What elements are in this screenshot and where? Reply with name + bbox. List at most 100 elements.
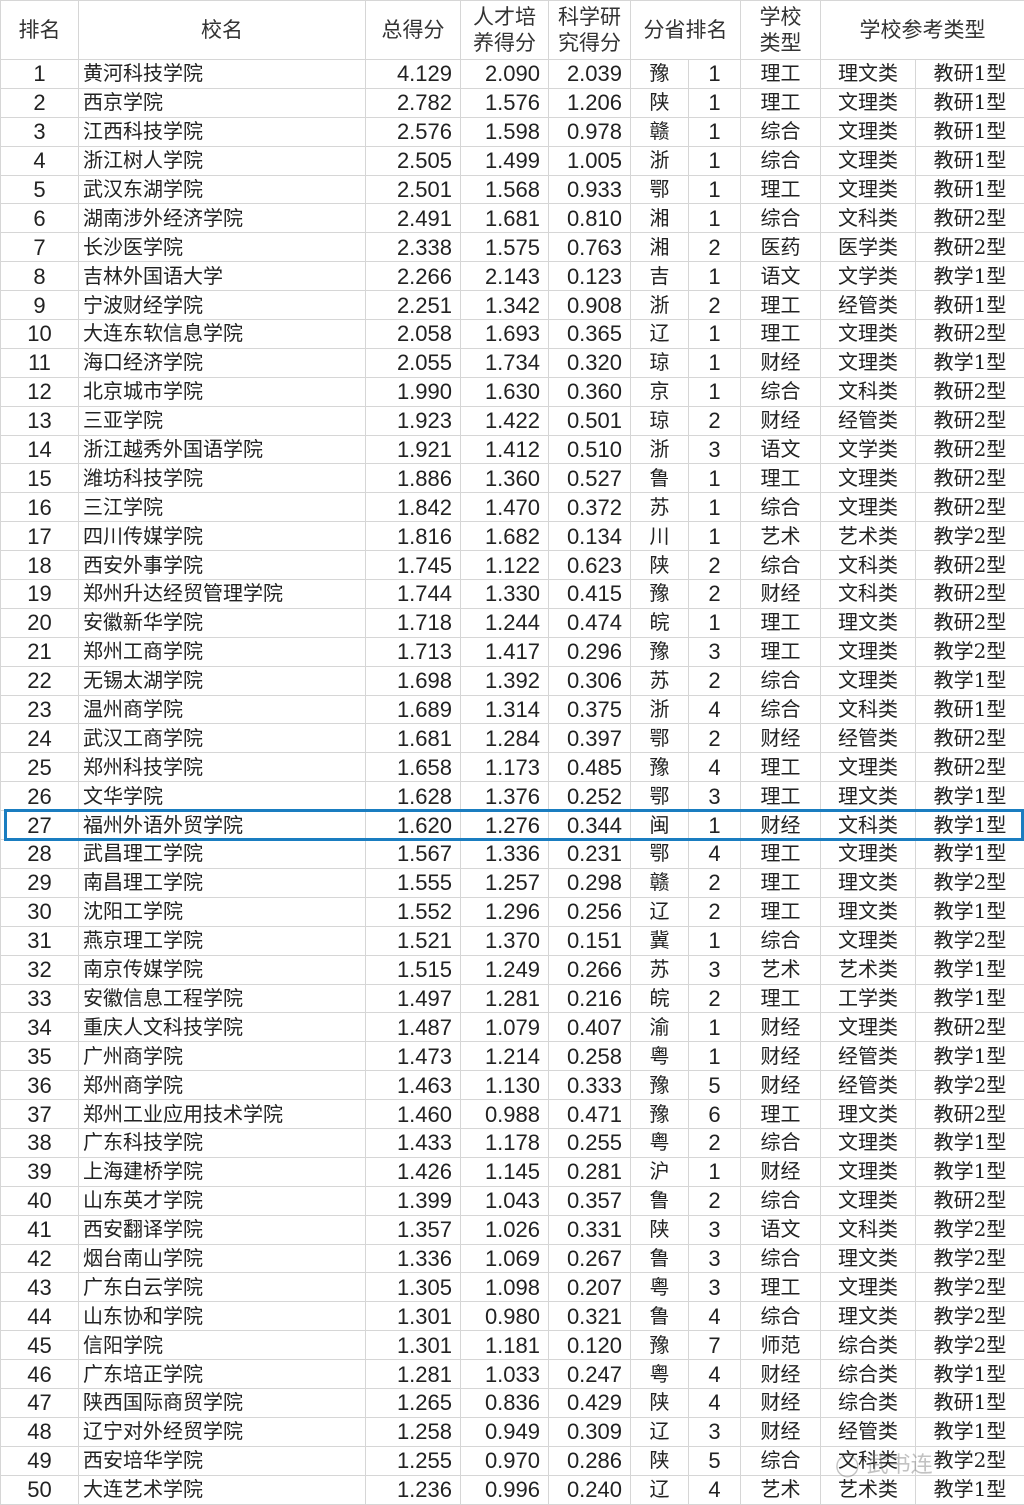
cell-rank: 42 xyxy=(1,1244,79,1273)
cell-ref-type: 教学2型 xyxy=(916,1302,1024,1331)
cell-province-rank: 2 xyxy=(689,724,741,753)
cell-talent: 2.090 xyxy=(461,60,549,89)
cell-total: 2.058 xyxy=(366,320,461,349)
cell-rank: 1 xyxy=(1,60,79,89)
cell-ref-type: 教学1型 xyxy=(916,262,1024,291)
cell-research: 0.357 xyxy=(549,1186,631,1215)
cell-school-type: 财经 xyxy=(741,1042,821,1071)
cell-province-rank: 1 xyxy=(689,608,741,637)
cell-total: 1.301 xyxy=(366,1331,461,1360)
cell-total: 1.555 xyxy=(366,868,461,897)
cell-school-type: 财经 xyxy=(741,580,821,609)
cell-province: 辽 xyxy=(631,1417,689,1446)
cell-province: 浙 xyxy=(631,435,689,464)
cell-research: 0.474 xyxy=(549,608,631,637)
cell-talent: 1.630 xyxy=(461,377,549,406)
cell-province-rank: 3 xyxy=(689,435,741,464)
cell-research: 0.120 xyxy=(549,1331,631,1360)
header-province-rank: 分省排名 xyxy=(631,1,741,60)
cell-province: 鄂 xyxy=(631,724,689,753)
cell-school-type: 综合 xyxy=(741,551,821,580)
cell-research: 0.908 xyxy=(549,291,631,320)
cell-rank: 32 xyxy=(1,955,79,984)
cell-province: 京 xyxy=(631,377,689,406)
cell-total: 1.744 xyxy=(366,580,461,609)
cell-total: 1.463 xyxy=(366,1071,461,1100)
cell-research: 2.039 xyxy=(549,60,631,89)
cell-province-rank: 2 xyxy=(689,984,741,1013)
cell-school-type: 综合 xyxy=(741,117,821,146)
cell-province-rank: 3 xyxy=(689,782,741,811)
cell-name: 三江学院 xyxy=(79,493,366,522)
cell-total: 1.713 xyxy=(366,637,461,666)
cell-ref-category: 文理类 xyxy=(821,840,916,869)
cell-talent: 1.079 xyxy=(461,1013,549,1042)
cell-province-rank: 4 xyxy=(689,695,741,724)
cell-name: 安徽信息工程学院 xyxy=(79,984,366,1013)
cell-total: 1.281 xyxy=(366,1360,461,1389)
cell-province: 豫 xyxy=(631,637,689,666)
cell-school-type: 理工 xyxy=(741,60,821,89)
cell-province: 苏 xyxy=(631,955,689,984)
cell-ref-type: 教研1型 xyxy=(916,146,1024,175)
cell-name: 北京城市学院 xyxy=(79,377,366,406)
cell-ref-type: 教研1型 xyxy=(916,175,1024,204)
cell-research: 0.397 xyxy=(549,724,631,753)
cell-talent: 1.360 xyxy=(461,464,549,493)
cell-school-type: 理工 xyxy=(741,175,821,204)
cell-school-type: 综合 xyxy=(741,695,821,724)
cell-ref-category: 文理类 xyxy=(821,117,916,146)
cell-talent: 1.499 xyxy=(461,146,549,175)
cell-research: 0.298 xyxy=(549,868,631,897)
cell-name: 福州外语外贸学院 xyxy=(79,811,366,840)
cell-province-rank: 6 xyxy=(689,1100,741,1129)
cell-rank: 4 xyxy=(1,146,79,175)
cell-name: 大连艺术学院 xyxy=(79,1475,366,1504)
cell-school-type: 财经 xyxy=(741,1417,821,1446)
cell-province: 豫 xyxy=(631,1071,689,1100)
cell-province-rank: 2 xyxy=(689,1128,741,1157)
cell-province: 皖 xyxy=(631,984,689,1013)
cell-name: 广州商学院 xyxy=(79,1042,366,1071)
cell-ref-category: 工学类 xyxy=(821,984,916,1013)
cell-rank: 10 xyxy=(1,320,79,349)
cell-province: 渝 xyxy=(631,1013,689,1042)
cell-school-type: 综合 xyxy=(741,204,821,233)
cell-ref-type: 教学2型 xyxy=(916,1273,1024,1302)
cell-name: 安徽新华学院 xyxy=(79,608,366,637)
cell-research: 0.207 xyxy=(549,1273,631,1302)
cell-ref-type: 教研1型 xyxy=(916,291,1024,320)
cell-talent: 1.178 xyxy=(461,1128,549,1157)
cell-ref-category: 文学类 xyxy=(821,262,916,291)
cell-talent: 1.392 xyxy=(461,666,549,695)
cell-research: 0.255 xyxy=(549,1128,631,1157)
cell-rank: 14 xyxy=(1,435,79,464)
cell-name: 三亚学院 xyxy=(79,406,366,435)
cell-ref-type: 教学2型 xyxy=(916,1215,1024,1244)
cell-name: 烟台南山学院 xyxy=(79,1244,366,1273)
cell-talent: 2.143 xyxy=(461,262,549,291)
cell-name: 宁波财经学院 xyxy=(79,291,366,320)
watermark: ◯ 武书连 xyxy=(835,1447,933,1479)
cell-ref-type: 教学2型 xyxy=(916,1331,1024,1360)
cell-school-type: 理工 xyxy=(741,868,821,897)
cell-ref-type: 教学1型 xyxy=(916,984,1024,1013)
cell-school-type: 理工 xyxy=(741,1273,821,1302)
cell-rank: 21 xyxy=(1,637,79,666)
cell-rank: 25 xyxy=(1,753,79,782)
cell-name: 郑州工业应用技术学院 xyxy=(79,1100,366,1129)
cell-rank: 35 xyxy=(1,1042,79,1071)
cell-province: 苏 xyxy=(631,493,689,522)
cell-ref-type: 教研2型 xyxy=(916,204,1024,233)
cell-ref-category: 理文类 xyxy=(821,782,916,811)
cell-rank: 44 xyxy=(1,1302,79,1331)
cell-total: 1.515 xyxy=(366,955,461,984)
header-talent: 人才培养得分 xyxy=(461,1,549,60)
